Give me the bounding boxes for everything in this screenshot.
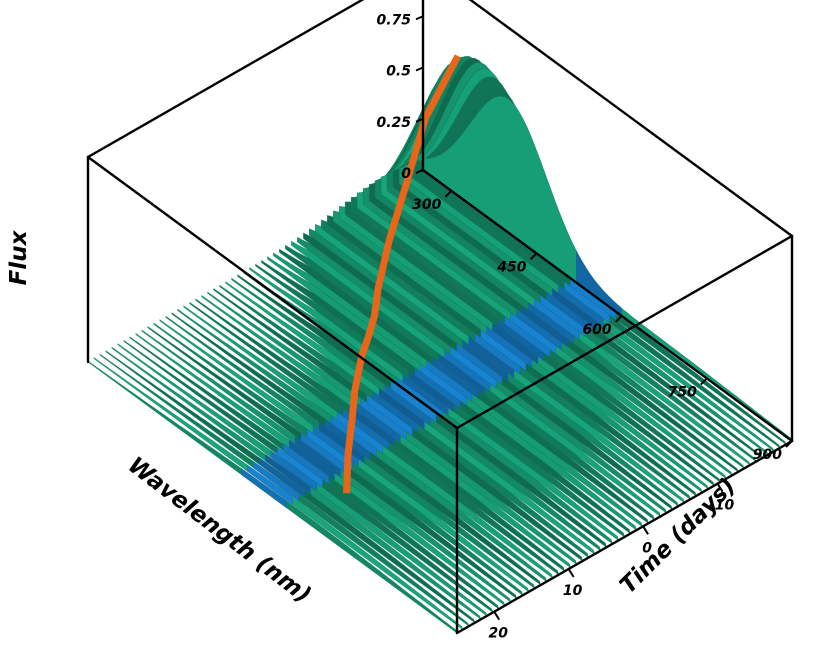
z-tick — [415, 169, 424, 174]
z-tick — [415, 66, 424, 72]
x-tick-label: 750 — [668, 384, 697, 400]
z-axis-title: Flux — [6, 229, 32, 285]
y-tick-label: -10 — [709, 498, 735, 514]
band-strip — [576, 250, 622, 317]
y-tick-label: 0 — [642, 540, 652, 556]
x-tick — [700, 377, 708, 386]
x-tick — [444, 190, 453, 198]
band-strip — [252, 460, 299, 502]
y-axis-title: Time (days) — [615, 473, 741, 599]
x-tick-label: 300 — [412, 197, 441, 213]
y-tick-label: 20 — [488, 626, 508, 642]
y-tick — [493, 611, 501, 621]
y-tick — [642, 525, 649, 535]
z-tick-label: 0 — [401, 166, 411, 182]
z-tick-label: 0.25 — [376, 115, 411, 131]
x-tick — [785, 440, 793, 448]
peak-track-line — [343, 54, 461, 494]
x-tick — [529, 252, 538, 261]
x-tick-label: 450 — [496, 259, 526, 275]
x-tick-label: 900 — [753, 447, 782, 463]
frame-edge — [455, 439, 794, 635]
y-tick — [716, 483, 724, 493]
z-tick-label: 0.5 — [386, 64, 411, 80]
x-tick-label: 600 — [582, 322, 611, 338]
frame-edge — [86, 155, 459, 430]
frame-edge — [86, 0, 365, 159]
frame-edge — [421, 168, 794, 443]
peak-track-layer — [343, 54, 461, 494]
box-frame — [86, 0, 794, 635]
z-tick-label: 0.75 — [376, 12, 411, 28]
frame-edge — [455, 234, 794, 430]
z-tick — [415, 15, 424, 21]
x-tick — [614, 315, 623, 323]
z-tick — [415, 117, 424, 123]
band-strip — [241, 468, 287, 509]
surface-layer — [87, 55, 793, 634]
band-strip — [247, 464, 293, 505]
y-tick-label: 10 — [563, 583, 583, 599]
y-tick — [567, 568, 575, 578]
frame-edge — [468, 0, 794, 238]
